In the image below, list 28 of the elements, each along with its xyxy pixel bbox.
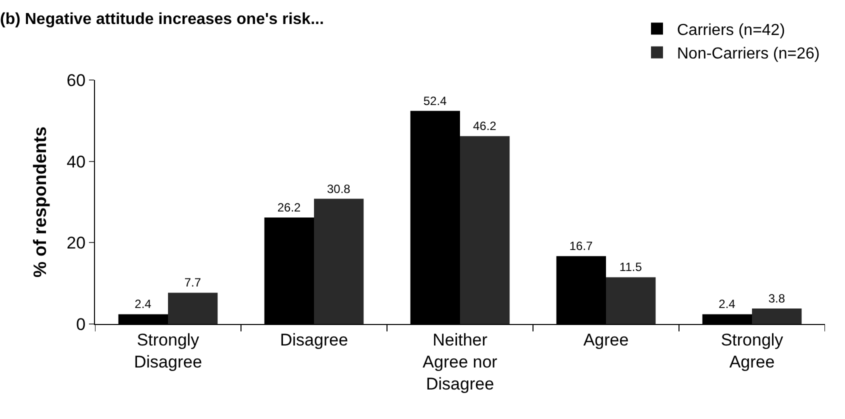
data-label: 46.2 bbox=[472, 119, 497, 134]
y-tick-label: 40 bbox=[66, 152, 86, 172]
bar bbox=[752, 308, 802, 324]
data-label: 30.8 bbox=[326, 182, 351, 196]
y-tick-label: 20 bbox=[66, 234, 86, 253]
bar bbox=[606, 277, 656, 324]
data-label: 52.4 bbox=[423, 94, 448, 108]
y-tick-label: 60 bbox=[66, 70, 86, 90]
y-axis-title: % of respondents bbox=[30, 126, 50, 278]
bar bbox=[168, 292, 218, 324]
y-tick-label: 0 bbox=[76, 314, 86, 334]
data-label: 26.2 bbox=[277, 200, 302, 214]
x-tick-label: Strongly Agree bbox=[720, 330, 784, 372]
bar bbox=[314, 198, 364, 324]
data-label: 7.7 bbox=[184, 276, 202, 290]
data-label: 3.8 bbox=[768, 292, 786, 306]
x-tick-label: Agree bbox=[583, 330, 629, 350]
x-tick-label: Disagree bbox=[280, 330, 348, 350]
x-tick-label: Strongly Disagree bbox=[134, 330, 202, 372]
legend-label: Non-Carriers (n=26) bbox=[677, 46, 820, 63]
data-label: 2.4 bbox=[718, 297, 736, 312]
bar bbox=[460, 136, 510, 324]
legend-label: Carriers (n=42) bbox=[677, 22, 786, 39]
data-label: 2.4 bbox=[134, 297, 152, 312]
x-tick-label: Neither Agree nor Disagree bbox=[422, 330, 498, 394]
chart-title: (b) Negative attitude increases one's risk... bbox=[0, 10, 324, 28]
data-label: 11.5 bbox=[619, 260, 642, 274]
data-label: 16.7 bbox=[569, 239, 594, 254]
